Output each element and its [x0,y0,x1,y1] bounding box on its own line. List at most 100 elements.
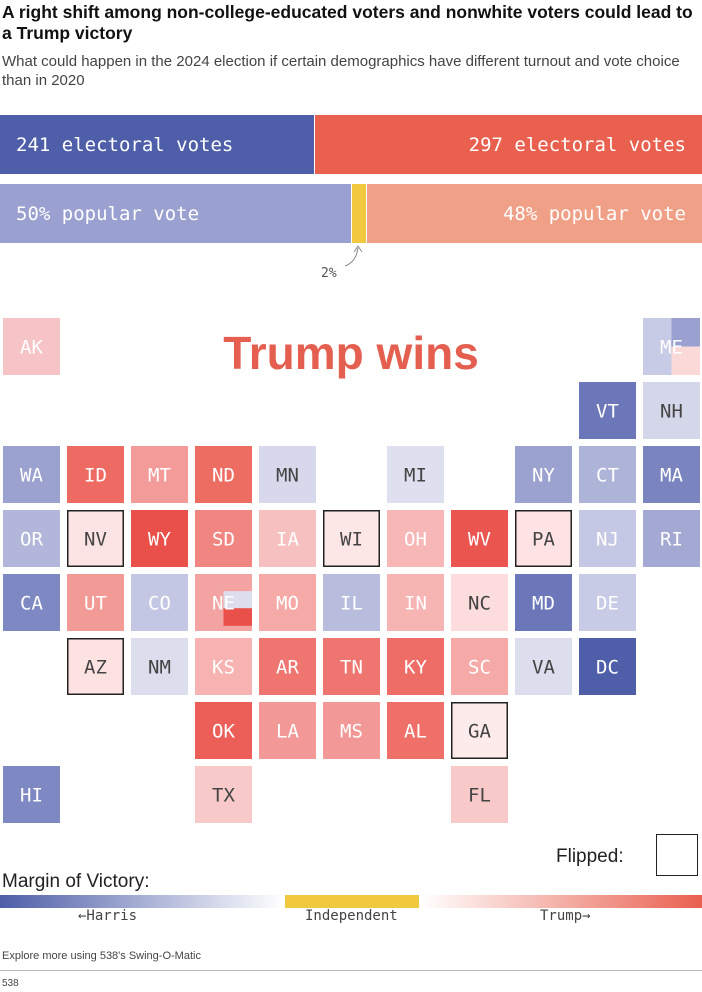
state-tile-fill-wv [451,510,508,567]
state-tile-co: CO [131,574,188,631]
state-label-oh: OH [404,529,427,551]
state-label-mo: MO [276,593,299,615]
state-tile-ga: GA [451,702,508,759]
footer-divider [0,970,702,971]
state-label-nh: NH [660,401,683,423]
popular-label-harris: 50% popular vote [16,202,200,225]
chart-title: A right shift among non-college-educated… [2,2,693,43]
state-label-ia: IA [276,529,299,551]
state-label-il: IL [340,593,363,615]
state-tile-fill-hi [3,766,60,823]
state-tile-ky: KY [387,638,444,695]
state-label-md: MD [532,593,555,615]
state-tile-fill-ak [3,318,60,375]
state-tile-fill-wy [131,510,188,567]
state-label-ca: CA [20,593,43,615]
state-label-tx: TX [212,785,235,807]
state-tile-wy: WY [131,510,188,567]
state-tile-ca: CA [3,574,60,631]
state-label-pa: PA [532,529,555,551]
state-tile-fill-oh [387,510,444,567]
state-tile-sc: SC [451,638,508,695]
state-tile-fill-nv [67,510,124,567]
state-tile-fill-nc [451,574,508,631]
state-tile-fill-mo [259,574,316,631]
state-tile-fill-la [259,702,316,759]
state-tile-sd: SD [195,510,252,567]
state-label-id: ID [84,465,107,487]
district-segment-me-2 [671,346,700,375]
state-tile-mn: MN [259,446,316,503]
state-tile-ri: RI [643,510,700,567]
state-label-ny: NY [532,465,555,487]
state-tile-fill-mi [387,446,444,503]
state-label-wy: WY [148,529,171,551]
state-tile-mi: MI [387,446,444,503]
flipped-legend-label: Flipped: [556,846,624,867]
state-tile-fill-ar [259,638,316,695]
state-tile-fill-tn [323,638,380,695]
state-tile-fill-nj [579,510,636,567]
state-tile-fill-id [67,446,124,503]
state-label-nv: NV [84,529,107,551]
state-tile-fill-in [387,574,444,631]
state-label-al: AL [404,721,427,743]
state-tile-fill-nh [643,382,700,439]
state-tile-dc: DC [579,638,636,695]
district-segment-me-1 [671,318,700,347]
state-label-nd: ND [212,465,235,487]
state-tile-ia: IA [259,510,316,567]
state-tile-ma: MA [643,446,700,503]
state-tile-fill-ma [643,446,700,503]
state-label-mi: MI [404,465,427,487]
state-label-az: AZ [84,657,107,679]
state-tile-nh: NH [643,382,700,439]
state-tile-fill-mn [259,446,316,503]
state-tile-ok: OK [195,702,252,759]
state-tile-hi: HI [3,766,60,823]
state-tile-fl: FL [451,766,508,823]
state-tile-fill-or [3,510,60,567]
state-tile-fill-mt [131,446,188,503]
state-tile-nm: NM [131,638,188,695]
state-tile-fill-ky [387,638,444,695]
legend-label-harris: ←Harris [78,908,138,924]
state-tile-fill-ks [195,638,252,695]
state-tile-de: DE [579,574,636,631]
state-tile-il: IL [323,574,380,631]
state-tile-tx: TX [195,766,252,823]
state-tile-me: ME [643,318,700,375]
state-tile-fill-sd [195,510,252,567]
state-tile-fill-tx [195,766,252,823]
district-segment-ne-2 [223,608,252,626]
state-label-tn: TN [340,657,363,679]
state-label-me: ME [660,337,683,359]
state-tile-va: VA [515,638,572,695]
popular-bar-independent [352,184,366,243]
state-tile-nj: NJ [579,510,636,567]
flipped-legend-swatch [656,834,698,876]
state-tile-fill-ut [67,574,124,631]
flipped-outline-ga [451,702,508,759]
state-tile-vt: VT [579,382,636,439]
state-label-vt: VT [596,401,619,423]
state-tile-fill-il [323,574,380,631]
state-tile-in: IN [387,574,444,631]
state-tile-wa: WA [3,446,60,503]
district-segment-ne-1 [223,591,252,609]
state-tile-id: ID [67,446,124,503]
state-label-ky: KY [404,657,427,679]
state-label-hi: HI [20,785,43,807]
state-tile-fill-ok [195,702,252,759]
state-label-wi: WI [340,529,363,551]
state-label-dc: DC [596,657,619,679]
state-label-or: OR [20,529,43,551]
state-tile-oh: OH [387,510,444,567]
state-tile-md: MD [515,574,572,631]
state-tile-fill-al [387,702,444,759]
legend-gradient-trump [420,895,702,908]
legend-label-trump: Trump→ [540,908,591,924]
state-label-sd: SD [212,529,235,551]
state-label-ri: RI [660,529,683,551]
state-label-in: IN [404,593,427,615]
